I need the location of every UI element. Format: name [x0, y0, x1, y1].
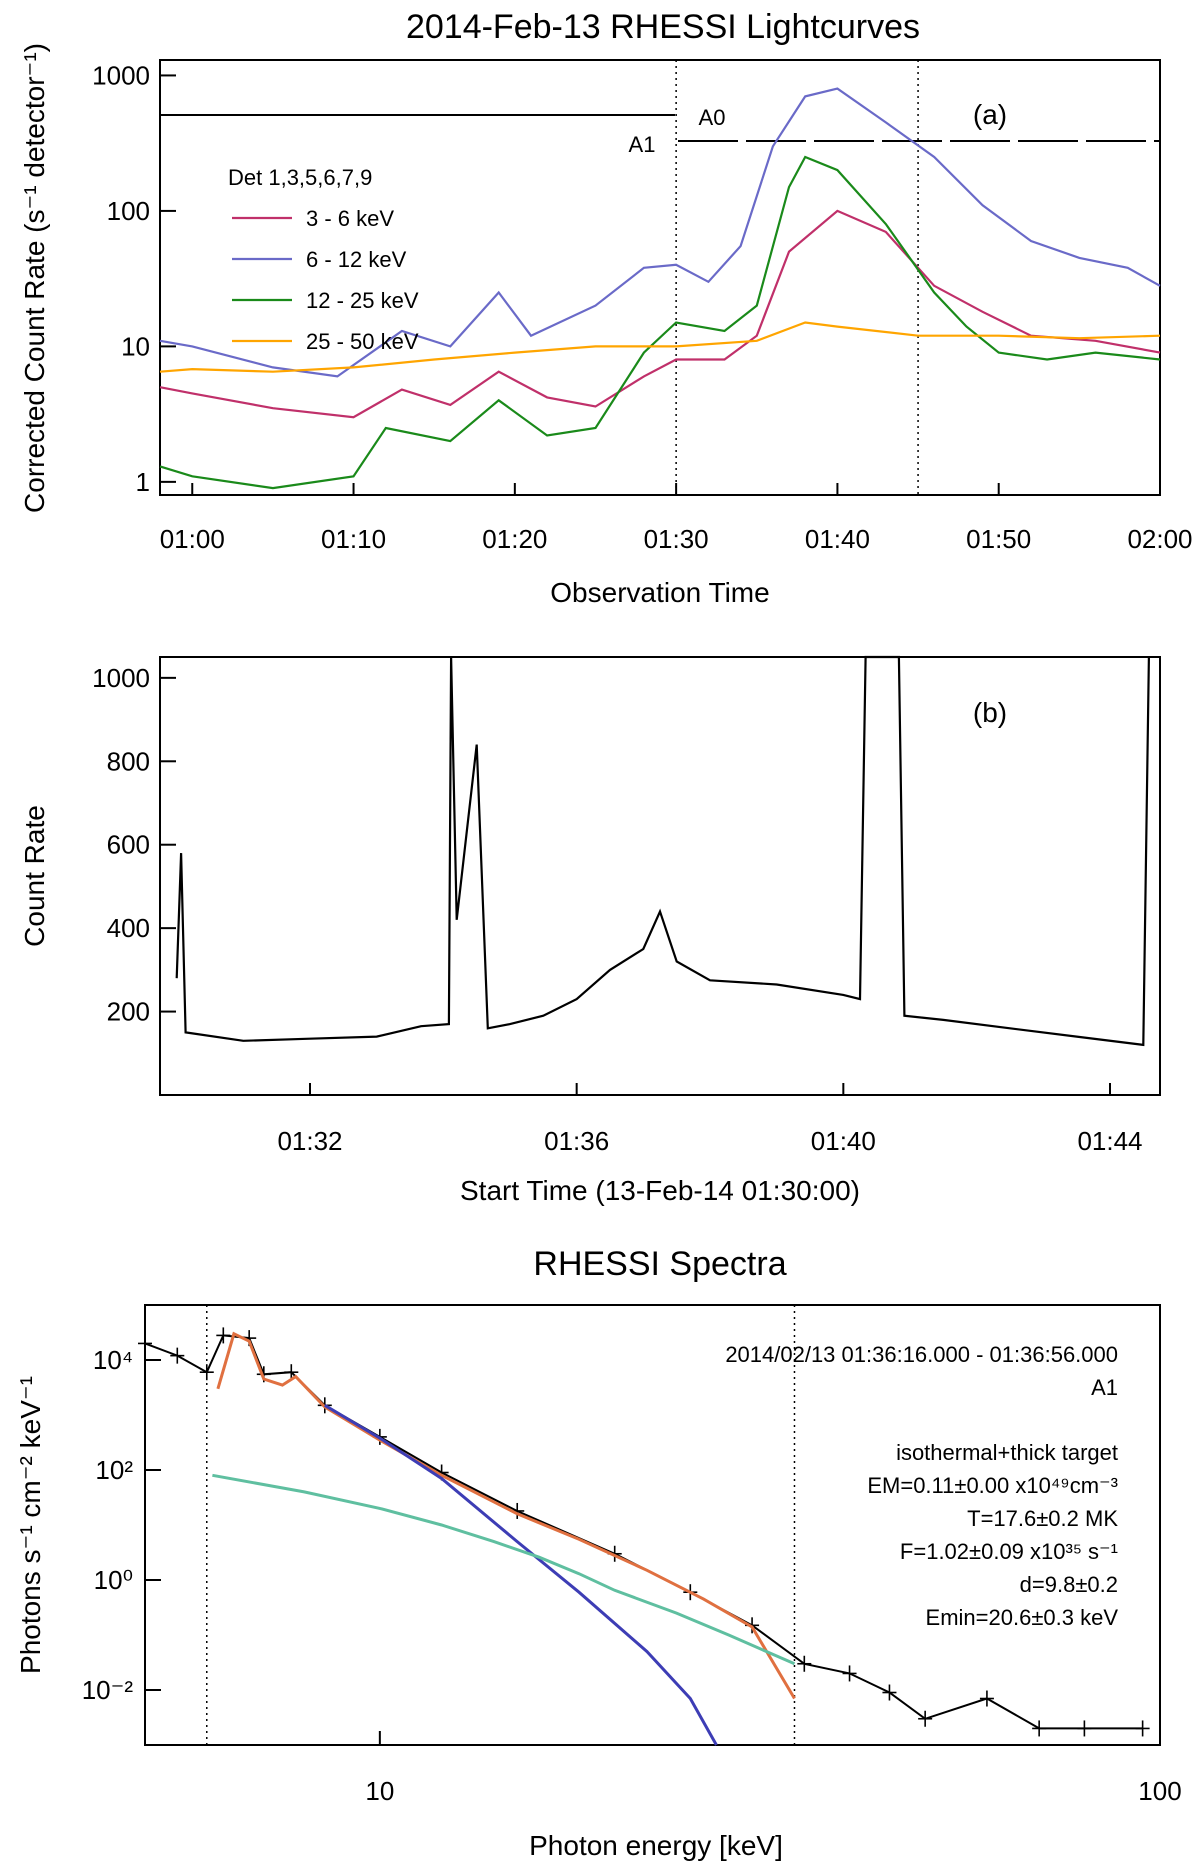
spectrum-line-4 — [212, 1473, 796, 1666]
a1-label: A1 — [629, 132, 656, 157]
a0-label: A0 — [699, 105, 726, 130]
y-tick-label: 10⁴ — [93, 1345, 133, 1375]
annot-delta: d=9.8±0.2 — [1020, 1572, 1118, 1597]
panel-b-label: (b) — [973, 697, 1007, 728]
y-tick-label: 400 — [107, 913, 150, 943]
x-tick-label: 01:40 — [811, 1126, 876, 1156]
x-tick-label: 01:40 — [805, 524, 870, 554]
attenuator-state-lines: A0 A1 — [160, 105, 1160, 157]
annot-model: isothermal+thick target — [896, 1440, 1118, 1465]
y-tick-label: 10⁻² — [82, 1675, 134, 1705]
count-rate-frame — [159, 656, 1161, 1096]
lightcurves-xlabel: Observation Time — [550, 577, 769, 608]
annot-flux: F=1.02±0.09 x10³⁵ s⁻¹ — [900, 1539, 1118, 1564]
x-tick-label: 01:44 — [1077, 1126, 1142, 1156]
series-line-4 — [159, 321, 1161, 373]
x-tick-label: 01:30 — [644, 524, 709, 554]
legend-label-3: 12 - 25 keV — [306, 288, 419, 313]
x-tick-label: 01:50 — [966, 524, 1031, 554]
spectrum-line-1 — [144, 1334, 1143, 1730]
y-tick-label: 1000 — [92, 60, 150, 90]
lightcurves-frame — [159, 59, 1161, 496]
x-tick-label: 01:10 — [321, 524, 386, 554]
x-tick-label: 01:00 — [160, 524, 225, 554]
spectrum-line-2 — [216, 1331, 796, 1700]
y-tick-label: 200 — [107, 997, 150, 1027]
lightcurves-ylabel: Corrected Count Rate (s⁻¹ detector⁻¹) — [19, 43, 50, 513]
y-tick-label: 10 — [121, 331, 150, 361]
spectra-annotations: 2014/02/13 01:36:16.000 - 01:36:56.000 A… — [725, 1342, 1118, 1630]
y-tick-label: 100 — [107, 196, 150, 226]
y-tick-label: 600 — [107, 830, 150, 860]
legend-title: Det 1,3,5,6,7,9 — [228, 165, 372, 190]
annot-temperature: T=17.6±0.2 MK — [967, 1506, 1118, 1531]
legend-label-1: 3 - 6 keV — [306, 206, 394, 231]
count-rate-xlabel: Start Time (13-Feb-14 01:30:00) — [460, 1175, 860, 1206]
x-tick-label: 01:36 — [544, 1126, 609, 1156]
lightcurves-legend: Det 1,3,5,6,7,9 3 - 6 keV 6 - 12 keV 12 - … — [228, 165, 419, 354]
spectra-ylabel: Photons s⁻¹ cm⁻² keV⁻¹ — [15, 1376, 46, 1674]
legend-label-4: 25 - 50 keV — [306, 329, 419, 354]
y-tick-label: 800 — [107, 746, 150, 776]
count-rate-panel: Count Rate Start Time (13-Feb-14 01:30:0… — [19, 655, 1161, 1206]
spectra-xlabel: Photon energy [keV] — [529, 1830, 783, 1861]
series-line-2 — [159, 87, 1161, 378]
spectrum-line-3 — [324, 1404, 718, 1746]
x-tick-label: 01:32 — [277, 1126, 342, 1156]
annot-attenuator: A1 — [1091, 1375, 1118, 1400]
x-tick-label: 02:00 — [1127, 524, 1192, 554]
count-rate-line — [175, 655, 1150, 1047]
x-tick-label: 10 — [365, 1776, 394, 1806]
series-line-1 — [159, 209, 1161, 419]
annot-emin: Emin=20.6±0.3 keV — [926, 1605, 1119, 1630]
y-tick-label: 10⁰ — [94, 1565, 133, 1595]
y-tick-label: 1 — [136, 467, 150, 497]
spectra-panel: RHESSI Spectra Photons s⁻¹ cm⁻² keV⁻¹ Ph… — [15, 1245, 1182, 1861]
x-tick-label: 100 — [1138, 1776, 1181, 1806]
panel-a-label: (a) — [973, 99, 1007, 130]
lightcurves-panel: 2014-Feb-13 RHESSI Lightcurves Corrected… — [19, 8, 1193, 608]
lightcurves-title: 2014-Feb-13 RHESSI Lightcurves — [406, 8, 920, 46]
annot-time-range: 2014/02/13 01:36:16.000 - 01:36:56.000 — [725, 1342, 1118, 1367]
y-tick-label: 1000 — [92, 663, 150, 693]
spectra-title: RHESSI Spectra — [533, 1245, 786, 1283]
y-tick-label: 10² — [95, 1455, 133, 1485]
annot-em: EM=0.11±0.00 x10⁴⁹cm⁻³ — [867, 1473, 1118, 1498]
legend-label-2: 6 - 12 keV — [306, 247, 407, 272]
count-rate-ylabel: Count Rate — [19, 805, 50, 947]
x-tick-label: 01:20 — [482, 524, 547, 554]
spectra-frame — [144, 1304, 1161, 1746]
